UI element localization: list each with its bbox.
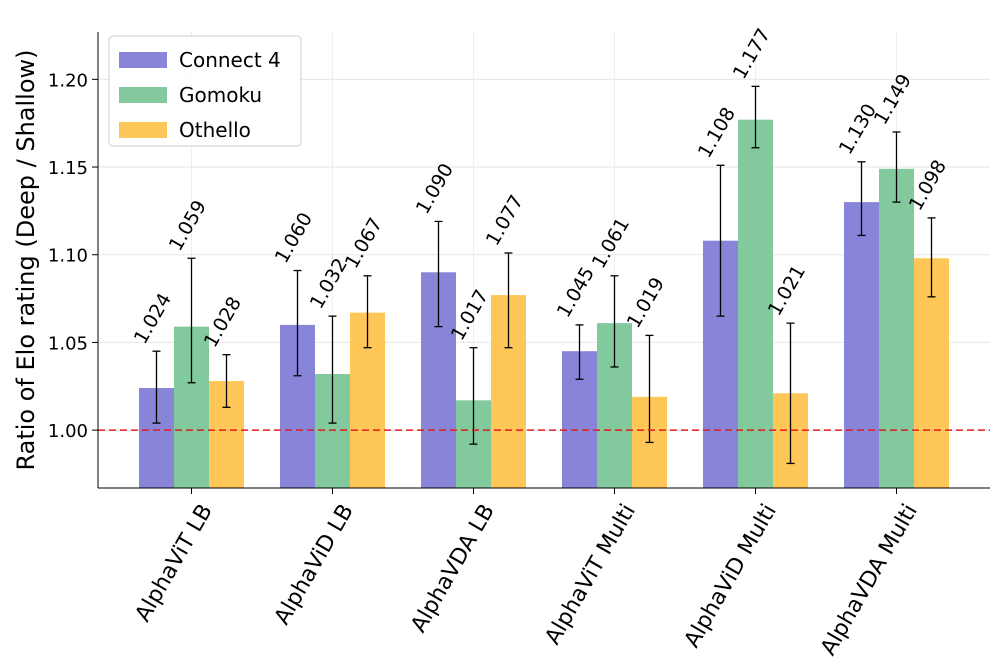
y-tick-label: 1.05 xyxy=(48,333,88,354)
legend-item: Othello xyxy=(119,118,251,142)
error-bar xyxy=(434,220,443,328)
legend-item: Gomoku xyxy=(119,83,262,107)
error-bar xyxy=(786,322,795,465)
y-axis-title: Ratio of Elo rating (Deep / Shallow) xyxy=(12,50,40,471)
error-bar xyxy=(504,252,513,349)
bar-gomoku xyxy=(879,168,914,489)
legend-swatch xyxy=(119,52,167,68)
error-bar xyxy=(152,350,161,424)
data-label: 1.067 xyxy=(341,214,387,272)
x-tick-label: AlphaViD LB xyxy=(270,500,359,629)
legend-label: Othello xyxy=(179,118,251,142)
y-tick-label: 1.00 xyxy=(48,421,88,442)
x-tick-label: AlphaVDA LB xyxy=(406,500,499,637)
data-label: 1.090 xyxy=(412,160,458,218)
error-bar xyxy=(187,257,196,384)
y-tick-label: 1.10 xyxy=(48,246,88,267)
error-bar xyxy=(575,324,584,380)
legend-label: Connect 4 xyxy=(179,48,281,72)
x-ticks: AlphaViT LB AlphaViD LB AlphaVDA LB AlphaVi… xyxy=(131,488,923,660)
legend-swatch xyxy=(119,122,167,138)
legend-item: Connect 4 xyxy=(119,48,281,72)
error-bar xyxy=(645,334,654,444)
error-bar xyxy=(293,269,302,377)
legend: Connect 4 Gomoku Othello xyxy=(108,35,302,147)
data-label: 1.045 xyxy=(553,263,599,321)
x-tick-label: AlphaViD Multi xyxy=(680,500,782,652)
data-label: 1.077 xyxy=(482,191,528,249)
data-label: 1.019 xyxy=(623,274,669,332)
error-bar xyxy=(927,217,936,298)
data-label: 1.060 xyxy=(271,209,317,267)
legend-swatch xyxy=(119,87,167,103)
error-bars xyxy=(152,85,936,465)
data-label: 1.108 xyxy=(694,104,740,162)
error-bar xyxy=(469,347,478,445)
data-label: 1.024 xyxy=(130,290,176,348)
y-tick-label: 1.20 xyxy=(48,70,88,91)
axes xyxy=(97,32,990,489)
x-tick-label: AlphaViT Multi xyxy=(540,500,640,649)
bars xyxy=(139,119,949,489)
y-ticks: 1.00 1.05 1.10 1.15 1.20 xyxy=(48,70,98,442)
error-bar xyxy=(716,164,725,317)
error-bar xyxy=(892,131,901,203)
error-bar xyxy=(751,85,760,149)
legend-label: Gomoku xyxy=(179,83,262,107)
data-label: 1.177 xyxy=(729,25,775,83)
data-label: 1.059 xyxy=(165,197,211,255)
error-bar xyxy=(328,315,337,424)
error-bar xyxy=(363,275,372,349)
error-bar xyxy=(610,275,619,368)
x-tick-label: AlphaVDA Multi xyxy=(816,500,923,660)
bar-connect-4 xyxy=(844,202,879,488)
error-bar xyxy=(857,161,866,237)
y-tick-label: 1.15 xyxy=(48,158,88,179)
bar-gomoku xyxy=(738,119,773,488)
data-label: 1.061 xyxy=(588,214,634,272)
x-tick-label: AlphaViT LB xyxy=(131,500,218,626)
error-bar xyxy=(222,354,231,408)
